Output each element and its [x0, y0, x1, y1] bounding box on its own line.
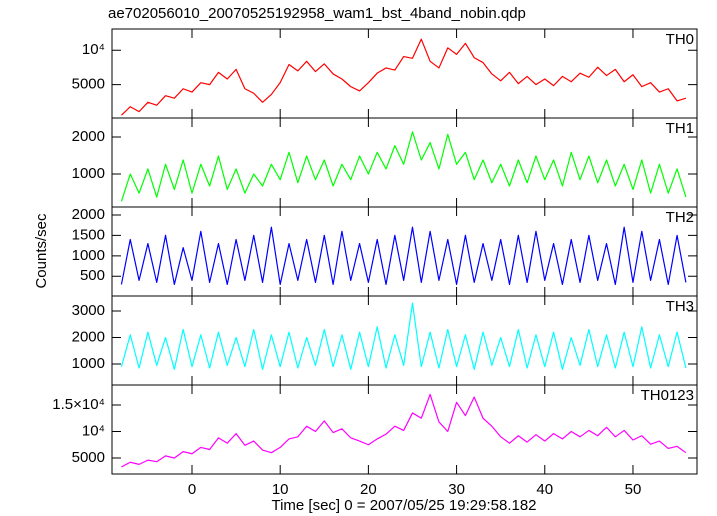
data-line	[121, 38, 687, 116]
y-tick-label: 5000	[72, 76, 105, 93]
y-tick-label: 3000	[72, 302, 105, 319]
y-tick-label: 1000	[72, 355, 105, 372]
x-tick-label: 40	[536, 481, 553, 498]
y-tick-label: 2000	[72, 128, 105, 145]
data-line	[120, 226, 687, 286]
data-line	[120, 302, 687, 370]
chart-title: ae702056010_20070525192958_wam1_bst_4ban…	[108, 5, 526, 22]
panel-label: TH2	[666, 209, 694, 226]
y-tick-label: 1000	[72, 165, 105, 182]
panel-label: TH0	[666, 31, 694, 48]
y-tick-label: 5000	[72, 449, 105, 466]
y-axis-label: Counts/sec	[33, 213, 50, 289]
x-tick-label: 20	[360, 481, 377, 498]
x-tick-label: 10	[272, 481, 289, 498]
y-tick-label: 1500	[72, 226, 105, 243]
y-tick-label: 1.5×10⁴	[52, 396, 105, 413]
y-tick-label: 10⁴	[82, 41, 105, 58]
panel-frame	[111, 206, 698, 297]
y-tick-label: 2000	[72, 328, 105, 345]
x-tick-label: 50	[625, 481, 642, 498]
x-axis-label: Time [sec] 0 = 2007/05/25 19:29:58.182	[271, 497, 536, 514]
y-tick-label: 2000	[72, 206, 105, 223]
panel-frame	[111, 384, 698, 475]
x-tick-label: 30	[448, 481, 465, 498]
y-tick-label: 10⁴	[82, 422, 105, 439]
panel-label: TH3	[666, 298, 694, 315]
panel-label: TH1	[666, 120, 694, 137]
y-tick-label: 1000	[72, 247, 105, 264]
panel-label: TH0123	[641, 387, 694, 404]
x-tick-label: 0	[188, 481, 196, 498]
data-line	[120, 131, 687, 202]
y-tick-label: 500	[80, 267, 105, 284]
data-line	[121, 393, 687, 468]
